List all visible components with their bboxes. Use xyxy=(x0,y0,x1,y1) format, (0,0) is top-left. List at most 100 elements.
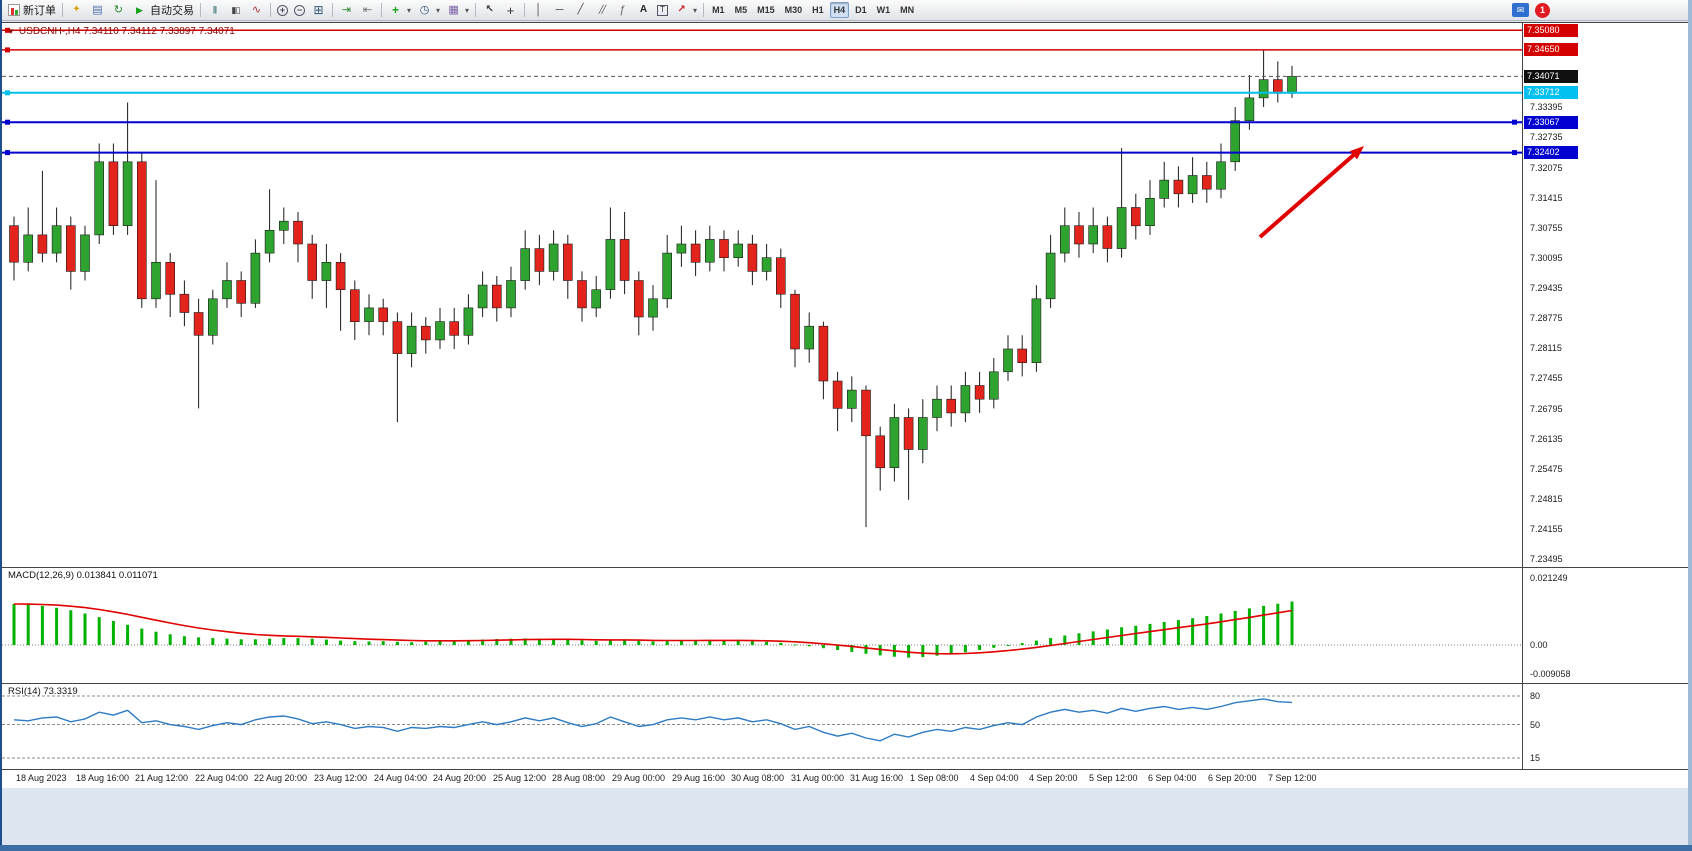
line-handle[interactable] xyxy=(5,47,10,53)
line-handle[interactable] xyxy=(5,150,10,156)
rsi-axis[interactable]: 80 50 15 xyxy=(1523,684,1687,769)
new-order-button[interactable]: 新订单 xyxy=(5,1,59,19)
macd-histogram-bar xyxy=(495,639,499,645)
time-axis-label: 29 Aug 00:00 xyxy=(612,773,666,783)
candle-body xyxy=(704,239,715,263)
arrow-annotation-shaft[interactable] xyxy=(1258,150,1359,239)
auto-scroll-button[interactable]: ⇥ xyxy=(336,1,357,19)
candle-body xyxy=(633,280,644,318)
arrows-icon: ↗ xyxy=(677,4,686,15)
indicators-button[interactable]: + ▾ xyxy=(385,1,414,19)
time-axis-label: 1 Sep 08:00 xyxy=(910,773,959,783)
time-axis-label: 22 Aug 20:00 xyxy=(254,773,308,783)
templates-icon: ▦ xyxy=(448,3,459,16)
arrow-annotation-head[interactable] xyxy=(1349,146,1364,160)
line-handle[interactable] xyxy=(5,119,10,125)
line-handle[interactable] xyxy=(5,27,10,33)
rsi-axis-label: 15 xyxy=(1530,753,1541,763)
rsi-plot[interactable] xyxy=(2,684,1522,769)
bar-chart-button[interactable]: ||| xyxy=(204,1,225,19)
new-chart-icon: ✦ xyxy=(72,4,81,15)
window-frame-left xyxy=(0,0,2,851)
zoom-out-button[interactable]: − xyxy=(291,1,308,19)
auto-trading-button[interactable]: ▶ 自动交易 xyxy=(129,1,197,19)
ohlc-dropdown-icon[interactable]: ▼ xyxy=(7,27,15,36)
fibonacci-button[interactable]: ƒ xyxy=(612,1,633,19)
candle-body xyxy=(605,239,616,290)
main-chart-plot[interactable] xyxy=(2,22,1522,567)
refresh-button[interactable]: ↻ xyxy=(108,1,129,19)
macd-histogram-bar xyxy=(324,639,328,645)
line-handle[interactable] xyxy=(1512,119,1517,125)
timeframe-h4-button[interactable]: H4 xyxy=(829,2,850,18)
horizontal-line-button[interactable]: ─ xyxy=(549,1,570,19)
time-axis-label: 21 Aug 12:00 xyxy=(135,773,189,783)
timeframe-w1-button[interactable]: W1 xyxy=(876,5,891,15)
candle-body xyxy=(137,161,147,300)
candlestick-chart-button[interactable]: ▮▯ xyxy=(225,1,246,19)
text-button[interactable]: A xyxy=(633,1,654,19)
dropdown-caret-icon: ▾ xyxy=(436,5,441,15)
zoom-in-button[interactable]: + xyxy=(274,1,291,19)
crosshair-button[interactable]: + xyxy=(500,1,521,19)
macd-histogram-bar xyxy=(1276,603,1280,645)
macd-histogram-bar xyxy=(864,645,868,654)
candle-body xyxy=(477,284,488,309)
periods-button[interactable]: ◷ ▾ xyxy=(414,1,443,19)
candle-body xyxy=(51,225,62,254)
tile-windows-button[interactable]: ⊞ xyxy=(308,1,329,19)
timeframe-mn-button[interactable]: MN xyxy=(900,5,915,15)
macd-histogram-bar xyxy=(253,639,257,645)
vertical-line-button[interactable]: │ xyxy=(528,1,549,19)
mailbox-icon[interactable]: ✉ xyxy=(1512,3,1529,17)
macd-histogram-bar xyxy=(69,610,73,645)
pane-border xyxy=(2,769,1688,770)
price-axis-label: 7.25475 xyxy=(1530,464,1563,474)
time-axis-label: 24 Aug 20:00 xyxy=(433,773,487,783)
text-label-button[interactable]: T xyxy=(654,1,671,19)
timeframe-h1-button[interactable]: H1 xyxy=(812,5,824,15)
timeframe-m15-button[interactable]: M15 xyxy=(757,5,775,15)
cursor-button[interactable]: ↖ xyxy=(479,1,500,19)
vline-icon: │ xyxy=(535,3,542,16)
new-chart-button[interactable]: ✦ xyxy=(66,1,87,19)
timeframe-m5-button[interactable]: M5 xyxy=(734,5,748,15)
macd-histogram-bar xyxy=(836,645,840,650)
macd-axis[interactable]: 0.021249 0.00 -0.009058 xyxy=(1523,568,1687,683)
templates-button[interactable]: ▦ ▾ xyxy=(443,1,472,19)
toolbar-separator xyxy=(381,3,382,17)
line-handle[interactable] xyxy=(1512,150,1517,156)
macd-histogram-bar xyxy=(225,638,229,645)
line-handle[interactable] xyxy=(5,90,10,96)
candle-body xyxy=(719,239,729,258)
timeframe-m1-button[interactable]: M1 xyxy=(712,5,725,15)
profiles-button[interactable]: ▤ xyxy=(87,1,108,19)
line-chart-button[interactable]: ∿ xyxy=(246,1,267,19)
candle-body xyxy=(1244,97,1255,122)
timeframe-d1-button[interactable]: D1 xyxy=(855,5,867,15)
macd-histogram-bar xyxy=(1020,643,1024,645)
channel-button[interactable]: ╱╱ xyxy=(591,1,612,19)
zoomin-icon: + xyxy=(277,4,288,16)
arrows-button[interactable]: ↗ ▾ xyxy=(671,1,700,19)
toolbar: 新订单 ✦ ▤ ↻ ▶ 自动交易 ||| ▮▯ ∿ + − ⊞ ⇥ ⇤ + ▾ ◷ ▾ ▦ ▾ ↖ + │ ─ ╱ ╱╱ ƒ A T ↗ ▾… xyxy=(2,0,1688,21)
candle-body xyxy=(946,398,957,414)
chart-window: ▼ USDCNH-,H4 7.34110 7.34112 7.33897 7.3… xyxy=(2,22,1688,788)
candle-body xyxy=(307,243,318,281)
macd-histogram-bar xyxy=(949,645,953,655)
macd-histogram-bar xyxy=(750,641,754,645)
chart-shift-button[interactable]: ⇤ xyxy=(357,1,378,19)
candle-body xyxy=(9,225,19,263)
candle-body xyxy=(1060,225,1070,254)
price-axis[interactable]: 7.33395 7.32735 7.32075 7.31415 7.30755 7.300… xyxy=(1523,22,1687,567)
notification-badge[interactable]: 1 xyxy=(1535,2,1550,18)
price-axis-label: 7.30095 xyxy=(1530,253,1563,263)
macd-plot[interactable] xyxy=(2,568,1522,683)
timeframe-m30-button[interactable]: M30 xyxy=(784,5,803,15)
time-axis-label: 6 Sep 04:00 xyxy=(1148,773,1197,783)
candle-body xyxy=(932,398,942,418)
time-axis-label: 18 Aug 16:00 xyxy=(76,773,130,783)
trendline-button[interactable]: ╱ xyxy=(570,1,591,19)
time-axis[interactable]: 18 Aug 2023 18 Aug 16:00 21 Aug 12:00 22 Au… xyxy=(2,770,1688,788)
time-axis-label: 31 Aug 16:00 xyxy=(850,773,904,783)
